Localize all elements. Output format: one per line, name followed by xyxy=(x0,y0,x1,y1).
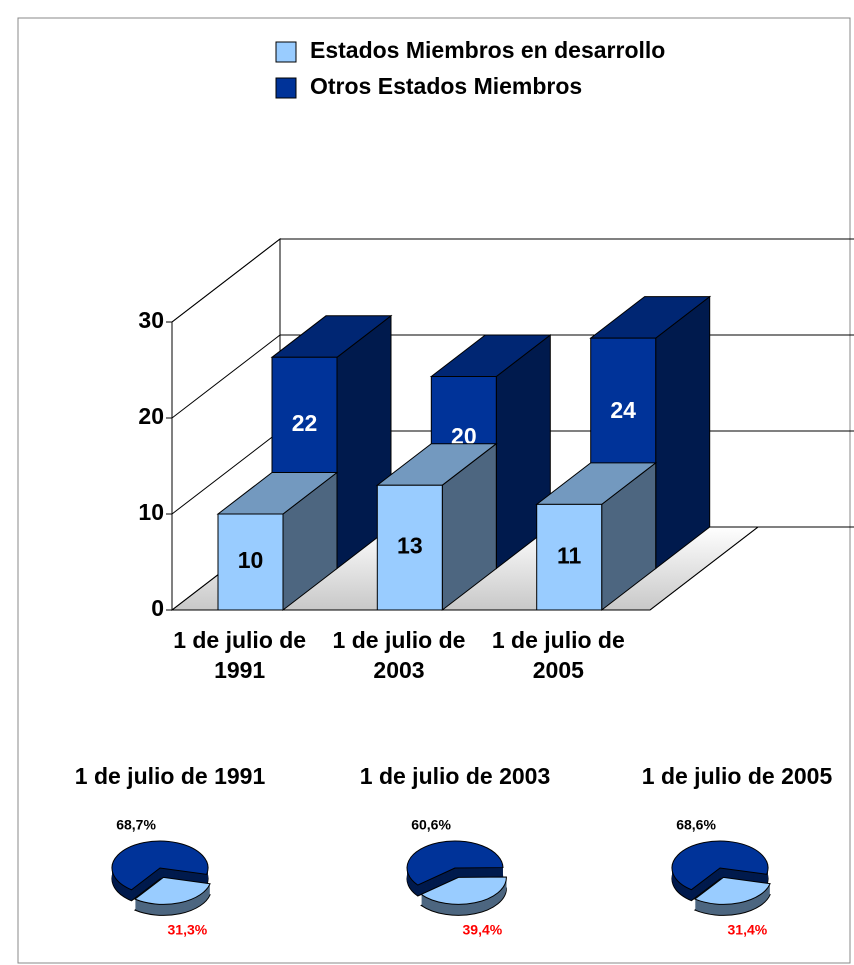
x-tick-label: 1 de julio de 2005 xyxy=(491,627,625,683)
pie-slice xyxy=(406,840,504,897)
bar-front xyxy=(217,513,284,611)
y-tick-label: 30 xyxy=(138,307,164,333)
legend-label: Otros Estados Miembros xyxy=(310,73,582,99)
frame xyxy=(17,17,851,964)
pie-value-label: 31,3% xyxy=(168,921,208,937)
value-label: 11 xyxy=(557,542,582,568)
pie-slice xyxy=(111,840,209,902)
y-tick-label: 0 xyxy=(151,595,164,621)
pie-value-label: 68,7% xyxy=(116,816,156,832)
y-tick-label: 20 xyxy=(138,403,164,429)
value-label: 24 xyxy=(610,397,636,423)
value-label: 13 xyxy=(397,533,423,559)
bar xyxy=(216,471,339,612)
legend-swatch xyxy=(275,41,297,63)
value-label: 10 xyxy=(238,547,264,573)
slice-top xyxy=(693,876,771,905)
legend-label: Estados Miembros en desarrollo xyxy=(310,37,665,63)
pie-value-label: 31,4% xyxy=(728,921,768,937)
pie-title: 1 de julio de 2003 xyxy=(360,763,550,789)
pie-value-label: 39,4% xyxy=(463,921,503,937)
pie-slice xyxy=(133,876,211,916)
slice-top xyxy=(406,840,504,886)
bar-front xyxy=(536,503,603,611)
pie-title: 1 de julio de 2005 xyxy=(642,763,833,789)
pie-slice xyxy=(420,876,507,916)
x-tick-label: 1 de julio de 2003 xyxy=(332,627,466,683)
slice-top xyxy=(133,876,211,905)
y-tick-label: 10 xyxy=(138,499,164,525)
pie-slice xyxy=(671,840,769,902)
pie-value-label: 60,6% xyxy=(411,816,451,832)
slice-top xyxy=(111,840,209,891)
bar-front xyxy=(376,484,443,611)
pie-title: 1 de julio de 1991 xyxy=(75,763,266,789)
pie-value-label: 68,6% xyxy=(676,816,716,832)
slice-top xyxy=(420,876,507,905)
bar-side xyxy=(655,295,711,570)
floor-edge xyxy=(649,526,759,611)
bar xyxy=(535,461,658,612)
grid-line xyxy=(171,238,854,323)
value-label: 22 xyxy=(292,410,318,436)
x-tick-label: 1 de julio de 1991 xyxy=(173,627,307,683)
legend-swatch xyxy=(275,77,297,99)
pie-slice xyxy=(693,876,771,916)
bar xyxy=(375,442,498,612)
slice-top xyxy=(671,840,769,891)
